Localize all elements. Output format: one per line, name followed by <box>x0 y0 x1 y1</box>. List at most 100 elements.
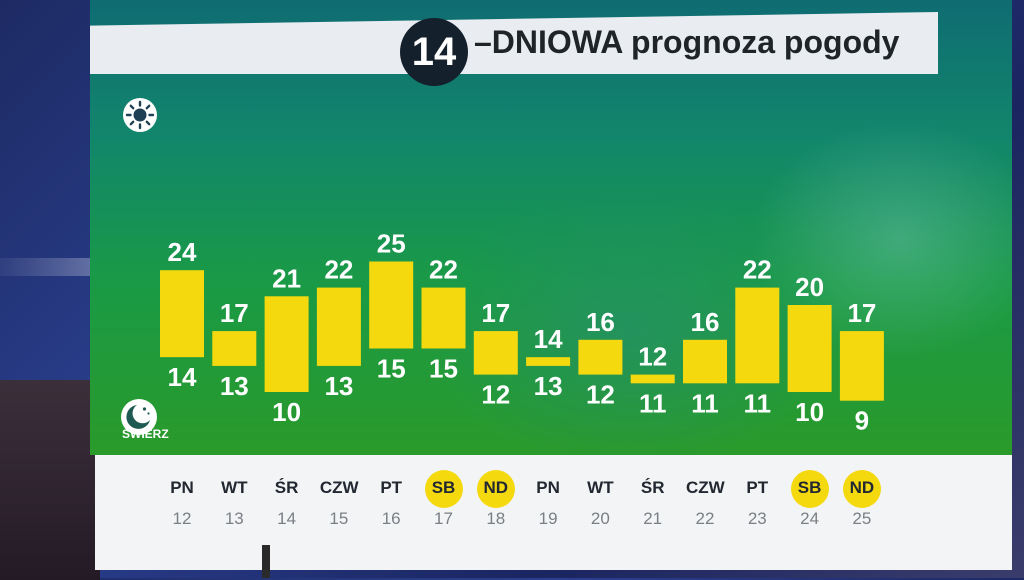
min-temp-label: 14 <box>168 362 197 392</box>
min-temp-label: 10 <box>272 397 301 427</box>
min-temp-label: 13 <box>534 371 563 401</box>
day-column: CZW 15 <box>311 470 367 529</box>
day-column: ŚR 21 <box>625 470 681 529</box>
sun-icon <box>123 98 157 132</box>
max-temp-label: 24 <box>168 237 197 267</box>
day-date: 25 <box>852 509 872 528</box>
max-temp-label: 22 <box>324 255 353 285</box>
day-column: PN 12 <box>154 470 210 529</box>
day-column: WT 13 <box>206 470 262 529</box>
day-name: PT <box>746 478 769 497</box>
max-temp-label: 14 <box>534 324 563 354</box>
max-temp-label: 17 <box>220 298 249 328</box>
day-name: PT <box>380 478 403 497</box>
day-date: 15 <box>329 509 349 528</box>
temperature-bar <box>839 331 884 401</box>
station-label: ŚWIERZ <box>122 427 169 441</box>
temperature-bar <box>316 287 361 366</box>
weekend-day-highlight: SB <box>424 470 463 508</box>
min-temp-label: 10 <box>795 397 824 427</box>
day-name: ND <box>849 478 875 497</box>
day-highlight: CZW <box>686 470 725 508</box>
temperature-bar <box>160 270 204 358</box>
day-name: CZW <box>686 478 725 497</box>
max-temp-label: 21 <box>272 263 301 293</box>
forecast-title: –DNIOWA prognoza pogody <box>474 24 900 60</box>
temperature-bar <box>578 339 623 375</box>
screen-stand <box>262 545 270 578</box>
max-temp-label: 16 <box>586 307 615 337</box>
temperature-bar <box>369 261 414 349</box>
min-temp-label: 11 <box>639 388 667 418</box>
day-date: 16 <box>381 509 401 528</box>
day-date: 23 <box>747 509 767 528</box>
day-column: WT 20 <box>572 470 628 529</box>
day-name: ŚR <box>274 478 299 497</box>
max-temp-label: 12 <box>638 342 667 372</box>
day-name: PN <box>536 478 560 497</box>
min-temp-label: 12 <box>481 380 510 410</box>
day-highlight: ŚR <box>634 470 672 508</box>
temperature-chart: 24 14 17 13 21 10 22 13 25 15 22 15 17 12 14 13 16 12 12 11… <box>160 229 884 436</box>
day-name: SB <box>431 478 456 497</box>
day-column: ŚR 14 <box>259 470 315 529</box>
day-date: 17 <box>434 509 453 528</box>
day-column: PT 23 <box>729 470 785 529</box>
day-date: 12 <box>172 509 192 528</box>
day-column: PT 16 <box>363 470 419 529</box>
days-count-badge: 14 <box>400 18 468 86</box>
day-highlight: WT <box>581 470 619 508</box>
temperature-bar <box>212 331 257 366</box>
day-name: WT <box>587 478 614 497</box>
moon-icon <box>121 399 157 435</box>
day-name: WT <box>221 478 248 497</box>
day-column: SB 24 <box>782 470 838 529</box>
day-name: ND <box>483 478 509 497</box>
max-temp-label: 20 <box>795 272 824 302</box>
day-name: SB <box>797 478 822 497</box>
max-temp-label: 22 <box>743 255 772 285</box>
temperature-bar <box>264 296 309 392</box>
min-temp-label: 13 <box>324 371 353 401</box>
day-date: 21 <box>643 509 663 528</box>
max-temp-label: 22 <box>429 255 458 285</box>
min-temp-label: 11 <box>691 388 719 418</box>
day-name: CZW <box>319 478 359 497</box>
max-temp-label: 16 <box>691 307 720 337</box>
temperature-bar <box>526 357 571 366</box>
day-column: PN 19 <box>520 470 576 529</box>
day-name: ŚR <box>640 478 665 497</box>
weekend-day-highlight: SB <box>790 470 829 508</box>
weekend-day-highlight: ND <box>842 470 881 508</box>
max-temp-label: 25 <box>377 229 406 259</box>
day-date: 19 <box>538 509 558 528</box>
day-column: ND 18 <box>468 470 524 529</box>
min-temp-label: 9 <box>855 406 869 436</box>
day-date: 24 <box>800 509 820 528</box>
min-temp-label: 15 <box>377 354 406 384</box>
background-studio-floor <box>0 380 100 580</box>
day-column: ND 25 <box>834 470 890 529</box>
day-column: CZW 22 <box>677 470 733 529</box>
day-highlight: PN <box>163 470 201 508</box>
temperature-bar <box>421 287 466 349</box>
day-highlight: PN <box>529 470 567 508</box>
min-temp-label: 11 <box>744 388 772 418</box>
temperature-bar <box>683 339 727 384</box>
day-highlight: WT <box>215 470 253 508</box>
day-highlight: PT <box>738 470 776 508</box>
temperature-bar <box>630 374 675 384</box>
day-date: 13 <box>224 509 244 528</box>
min-temp-label: 12 <box>586 380 615 410</box>
day-highlight: CZW <box>319 470 359 508</box>
temperature-bar <box>735 287 780 384</box>
day-date: 18 <box>486 509 506 528</box>
day-highlight: ŚR <box>268 470 306 508</box>
day-date: 22 <box>695 509 715 528</box>
day-highlight: PT <box>372 470 410 508</box>
max-temp-label: 17 <box>847 298 876 328</box>
day-date: 20 <box>590 509 610 528</box>
weekend-day-highlight: ND <box>476 470 515 508</box>
min-temp-label: 13 <box>220 371 249 401</box>
day-date: 14 <box>277 509 297 528</box>
